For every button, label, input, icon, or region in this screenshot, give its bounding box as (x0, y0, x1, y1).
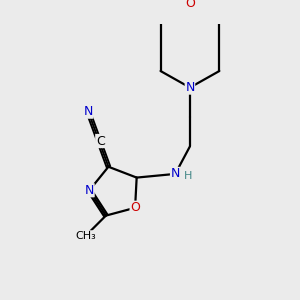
Text: CH₃: CH₃ (75, 231, 96, 241)
Text: N: N (171, 167, 180, 180)
Text: O: O (130, 201, 140, 214)
Text: C: C (96, 134, 104, 148)
Text: N: N (185, 81, 195, 94)
Text: N: N (85, 184, 94, 197)
Text: O: O (185, 0, 195, 10)
Text: H: H (184, 171, 192, 181)
Text: N: N (83, 105, 93, 118)
